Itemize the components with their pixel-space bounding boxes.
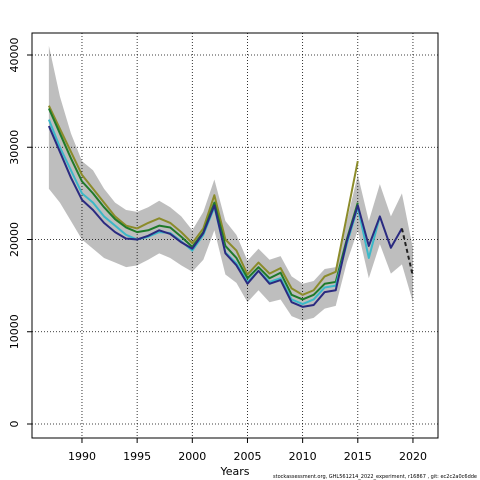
x-tick-label: 1990 [68,450,96,463]
x-tick-label: 2005 [233,450,261,463]
x-tick-label: 1995 [123,450,151,463]
confidence-band [48,45,413,321]
y-tick-label: 10000 [8,314,21,349]
x-tick-label: 2000 [178,450,206,463]
y-tick-label: 20000 [8,222,21,257]
y-tick-label: 40000 [8,38,21,73]
x-axis-label: Years [219,465,249,478]
footnote: stockassessment.org, GHL561214_2022_expe… [273,474,477,480]
series-line [47,125,403,308]
x-tick-label: 2015 [344,450,372,463]
y-tick-label: 30000 [8,130,21,165]
x-tick-label: 2020 [399,450,427,463]
plot-frame [31,32,439,439]
series-line [400,228,414,277]
y-tick-label: 0 [8,420,21,427]
x-tick-label: 2010 [289,450,317,463]
series-line [47,105,359,296]
